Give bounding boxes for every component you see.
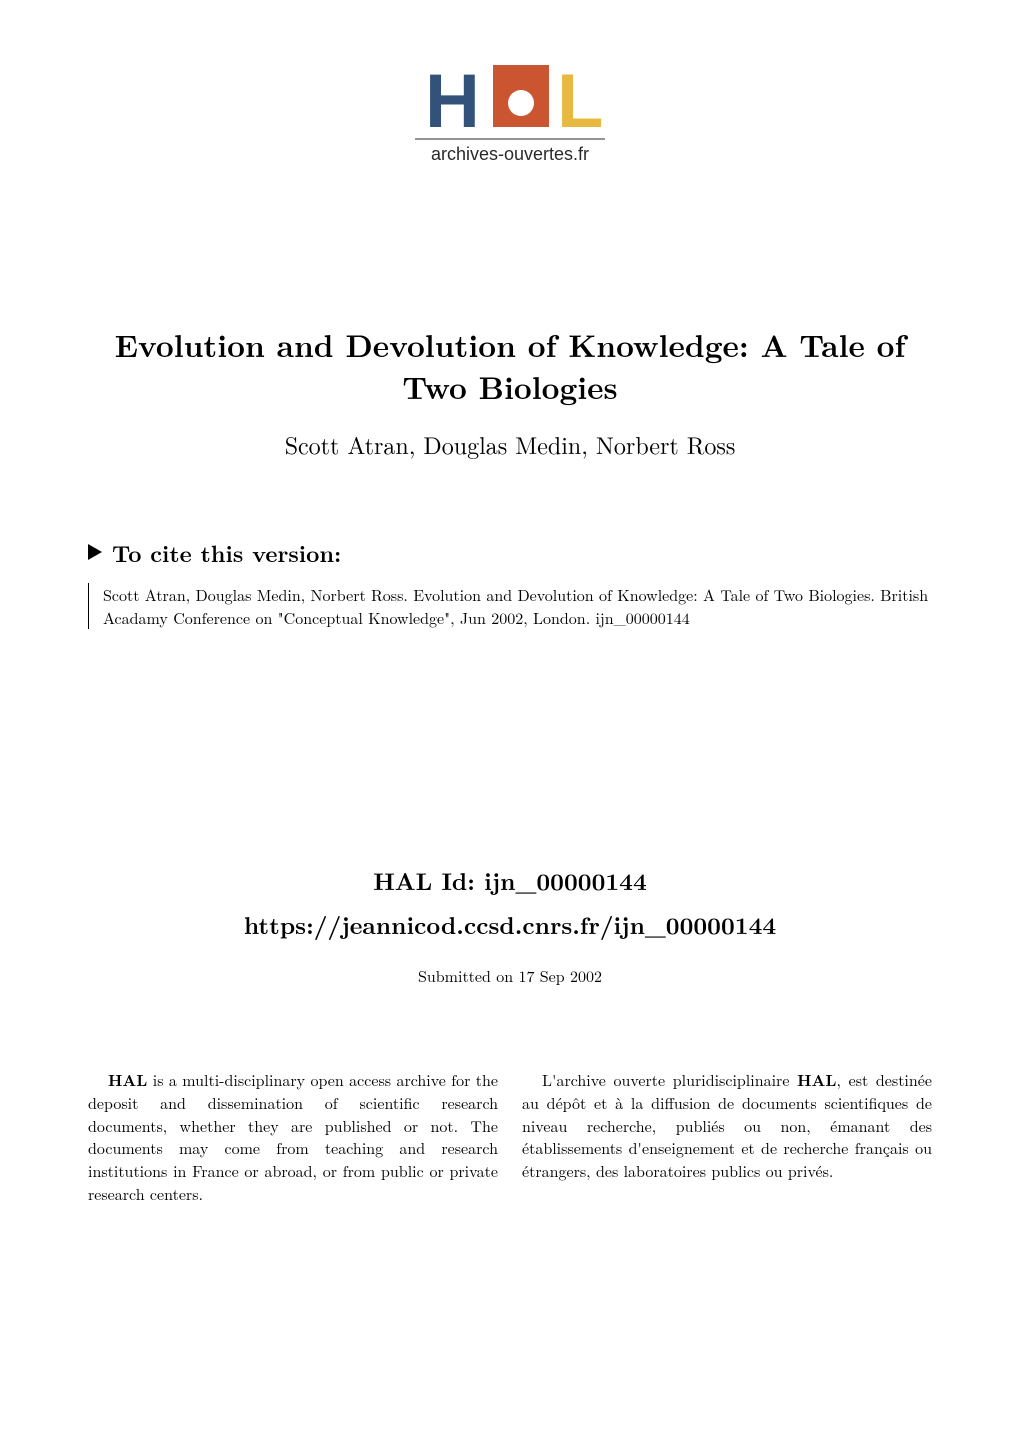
description-english: HAL is a multi-disciplinary open access …	[88, 1069, 498, 1205]
description-french: L'archive ouverte pluridisciplinaire HAL…	[522, 1069, 932, 1205]
hal-logo-svg: H L archives-ouvertes.fr	[415, 55, 605, 165]
svg-text:archives-ouvertes.fr: archives-ouvertes.fr	[431, 144, 589, 164]
hal-url: https://jeannicod.ccsd.cnrs.fr/ijn_00000…	[0, 908, 1020, 942]
hal-id: HAL Id: ijn_00000144	[0, 864, 1020, 898]
triangle-right-icon	[88, 544, 102, 560]
cite-heading-text: To cite this version:	[112, 536, 341, 569]
description-english-bold: HAL	[108, 1068, 147, 1091]
hal-logo: H L archives-ouvertes.fr	[415, 55, 605, 170]
description-french-prefix: L'archive ouverte pluridisciplinaire	[542, 1068, 797, 1091]
title-section: Evolution and Devolution of Knowledge: A…	[0, 325, 1020, 461]
description-section: HAL is a multi-disciplinary open access …	[0, 1069, 1020, 1205]
paper-authors: Scott Atran, Douglas Medin, Norbert Ross	[80, 427, 940, 461]
hal-logo-section: H L archives-ouvertes.fr	[0, 0, 1020, 200]
description-english-rest: is a multi-disciplinary open access arch…	[88, 1068, 498, 1205]
svg-text:L: L	[557, 59, 603, 144]
hal-id-section: HAL Id: ijn_00000144 https://jeannicod.c…	[0, 864, 1020, 987]
cite-body: Scott Atran, Douglas Medin, Norbert Ross…	[88, 583, 932, 629]
svg-text:H: H	[425, 59, 480, 144]
cite-section: To cite this version: Scott Atran, Dougl…	[0, 536, 1020, 629]
submitted-date: Submitted on 17 Sep 2002	[0, 964, 1020, 987]
cite-heading: To cite this version:	[88, 536, 932, 569]
description-french-bold: HAL	[797, 1068, 836, 1091]
paper-title: Evolution and Devolution of Knowledge: A…	[80, 325, 940, 409]
